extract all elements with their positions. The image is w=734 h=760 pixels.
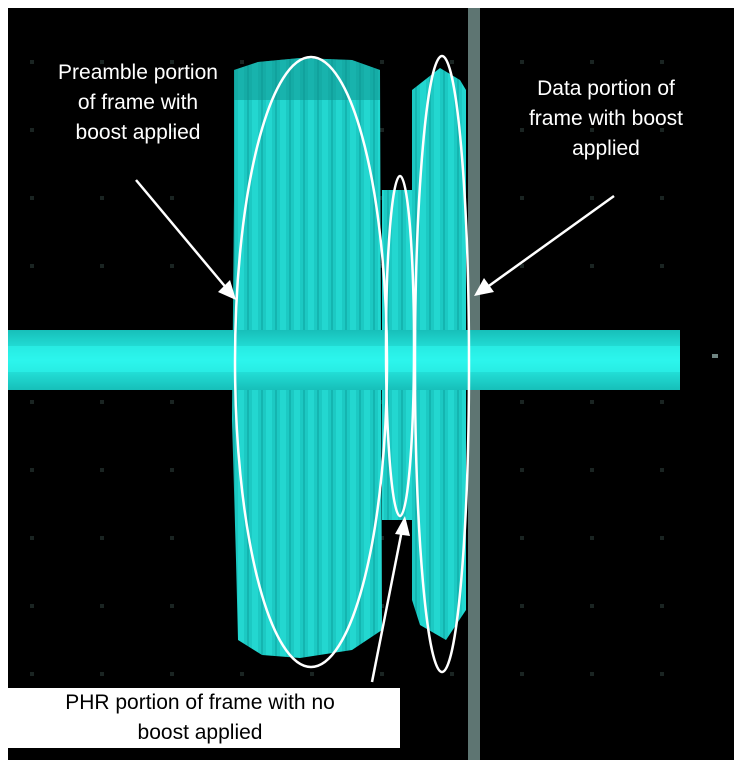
graticule-dot <box>170 468 174 472</box>
graticule-dot <box>660 60 664 64</box>
graticule-dot <box>100 604 104 608</box>
graticule-dot <box>100 196 104 200</box>
graticule-dot <box>240 672 244 676</box>
graticule-dot <box>660 468 664 472</box>
data-ellipse <box>413 54 471 674</box>
graticule-dot <box>450 60 454 64</box>
graticule-dot <box>170 128 174 132</box>
graticule-dot <box>590 604 594 608</box>
graticule-dot <box>660 264 664 268</box>
graticule-dot <box>590 536 594 540</box>
phr-arrow <box>370 516 410 683</box>
graticule-dot <box>30 604 34 608</box>
graticule-dot <box>380 604 384 608</box>
preamble-annotation: Preamble portion of frame with boost app… <box>18 58 258 148</box>
graticule-dot <box>30 672 34 676</box>
phr-annotation-line-2: boost applied <box>137 721 263 744</box>
data-arrow <box>474 194 615 296</box>
data-annotation-line-2: frame with boost <box>528 107 684 130</box>
preamble-burst-edge-fade <box>234 58 380 100</box>
graticule-dot <box>590 264 594 268</box>
graticule-dot <box>170 672 174 676</box>
graticule-dot <box>660 196 664 200</box>
graticule-dot <box>30 196 34 200</box>
graticule-dot <box>100 400 104 404</box>
graticule-dot <box>100 672 104 676</box>
graticule-dot <box>30 128 34 132</box>
graticule-dot <box>380 536 384 540</box>
graticule-dot <box>30 60 34 64</box>
graticule-dot <box>520 60 524 64</box>
preamble-annotation-line-3: boost applied <box>75 121 201 144</box>
graticule-dot <box>100 264 104 268</box>
preamble-arrow <box>135 179 236 300</box>
graticule-dot <box>30 264 34 268</box>
graticule-dot <box>520 468 524 472</box>
data-annotation-line-3: applied <box>572 137 640 160</box>
graticule-dot <box>170 264 174 268</box>
graticule-dot <box>100 468 104 472</box>
graticule-dot <box>380 128 384 132</box>
graticule-dot <box>520 604 524 608</box>
graticule-dot <box>170 536 174 540</box>
graticule-dot <box>520 536 524 540</box>
graticule-dot <box>100 128 104 132</box>
graticule-dot <box>590 128 594 132</box>
graticule-dot <box>660 536 664 540</box>
phr-annotation-line-1: PHR portion of frame with no <box>65 691 335 714</box>
preamble-annotation-line-2: of frame with <box>77 91 199 114</box>
graticule-dot <box>660 672 664 676</box>
graticule-dot <box>100 536 104 540</box>
data-annotation: Data portion of frame with boost applied <box>486 74 726 164</box>
data-annotation-line-1: Data portion of <box>537 77 675 100</box>
preamble-annotation-line-1: Preamble portion <box>58 61 218 84</box>
graticule-dot <box>310 672 314 676</box>
graticule-dot <box>590 196 594 200</box>
graticule-dot <box>30 536 34 540</box>
graticule-dot <box>170 400 174 404</box>
graticule-dot <box>590 60 594 64</box>
graticule-dot <box>30 400 34 404</box>
graticule-dot <box>100 60 104 64</box>
graticule-dot <box>660 604 664 608</box>
graticule-dot <box>30 468 34 472</box>
graticule-dot <box>170 196 174 200</box>
phr-annotation: PHR portion of frame with no boost appli… <box>0 688 400 748</box>
graticule-dot <box>590 400 594 404</box>
trace-end-dot <box>712 354 718 358</box>
graticule-dot <box>450 672 454 676</box>
graticule-dot <box>380 60 384 64</box>
graticule-dot <box>520 264 524 268</box>
graticule-dot <box>660 128 664 132</box>
graticule-dot <box>380 672 384 676</box>
graticule-dot <box>170 60 174 64</box>
graticule-dot <box>520 128 524 132</box>
graticule-dot <box>520 400 524 404</box>
graticule-dot <box>240 60 244 64</box>
graticule-dot <box>660 400 664 404</box>
graticule-dot <box>590 672 594 676</box>
graticule-dot <box>590 468 594 472</box>
graticule-dot <box>520 196 524 200</box>
graticule-dot <box>170 604 174 608</box>
baseline-trace-core <box>8 346 680 372</box>
graticule-dot <box>520 672 524 676</box>
